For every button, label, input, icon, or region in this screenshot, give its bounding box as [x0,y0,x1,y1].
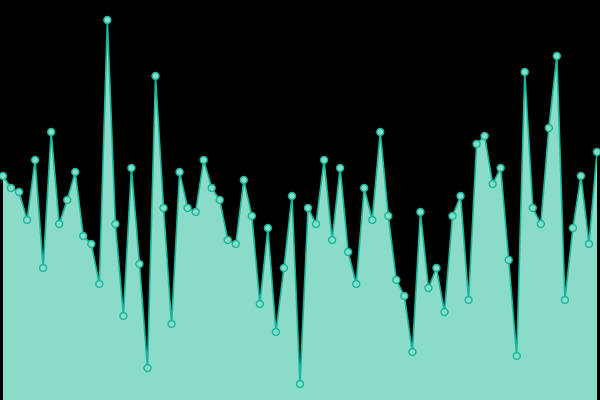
data-point-marker [456,191,465,201]
data-point-marker [111,219,120,229]
data-point-marker [103,15,112,25]
data-point-marker [576,171,586,181]
data-point-marker [287,191,297,201]
data-point-marker [87,239,96,249]
data-point-marker [432,263,441,273]
data-point-marker [376,127,385,137]
data-point-marker [351,279,361,289]
data-point-marker [335,163,345,173]
data-point-marker [295,379,305,389]
data-point-marker [584,239,594,249]
data-point-marker [271,327,281,337]
data-point-marker [199,155,208,165]
data-point-marker [327,235,337,245]
data-point-marker [143,363,152,373]
data-point-marker [183,203,192,213]
data-point-markers [0,15,600,389]
data-point-marker [512,351,521,361]
data-point-marker [520,67,529,77]
data-point-marker [480,131,489,141]
data-point-marker [496,163,505,173]
data-point-marker [159,203,168,213]
data-point-marker [6,183,16,193]
data-point-marker [319,155,329,165]
data-point-marker [71,167,80,177]
data-point-marker [544,123,554,133]
data-point-marker [255,299,265,309]
data-point-marker [79,231,88,241]
data-point-marker [400,291,409,301]
data-point-marker [568,223,578,233]
data-point-marker [54,219,64,229]
data-point-marker [440,307,449,317]
data-point-marker [239,175,249,185]
data-point-marker [408,347,417,357]
data-point-marker [135,259,144,269]
data-point-marker [95,279,104,289]
data-point-marker [175,167,184,177]
data-point-marker [207,183,216,193]
data-point-marker [46,127,56,137]
data-point-marker [311,219,321,229]
data-point-marker [22,215,32,225]
data-point-marker [167,319,176,329]
data-point-marker [63,195,72,205]
area-fill [3,20,597,400]
data-point-marker [528,203,537,213]
data-point-marker [303,203,313,213]
data-point-marker [360,183,369,193]
data-point-marker [119,311,128,321]
data-point-marker [223,235,232,245]
data-point-marker [488,179,497,189]
data-point-marker [263,223,273,233]
data-point-marker [464,295,473,305]
data-point-marker [472,139,481,149]
data-point-marker [247,211,257,221]
data-point-marker [592,147,600,157]
data-point-marker [504,255,513,265]
data-point-marker [38,263,48,273]
data-point-marker [384,211,393,221]
data-point-marker [560,295,570,305]
data-point-marker [191,207,200,217]
data-point-marker [14,187,24,197]
data-point-marker [231,239,240,249]
data-point-marker [424,283,433,293]
data-point-marker [215,195,224,205]
data-point-marker [416,207,425,217]
data-point-marker [151,71,160,81]
data-point-marker [30,155,40,165]
data-point-marker [368,215,377,225]
data-point-marker [536,219,546,229]
data-point-marker [448,211,457,221]
data-point-marker [279,263,289,273]
data-point-marker [552,51,562,61]
data-point-marker [392,275,401,285]
data-point-marker [127,163,136,173]
data-point-marker [0,171,8,181]
data-point-marker [343,247,353,257]
